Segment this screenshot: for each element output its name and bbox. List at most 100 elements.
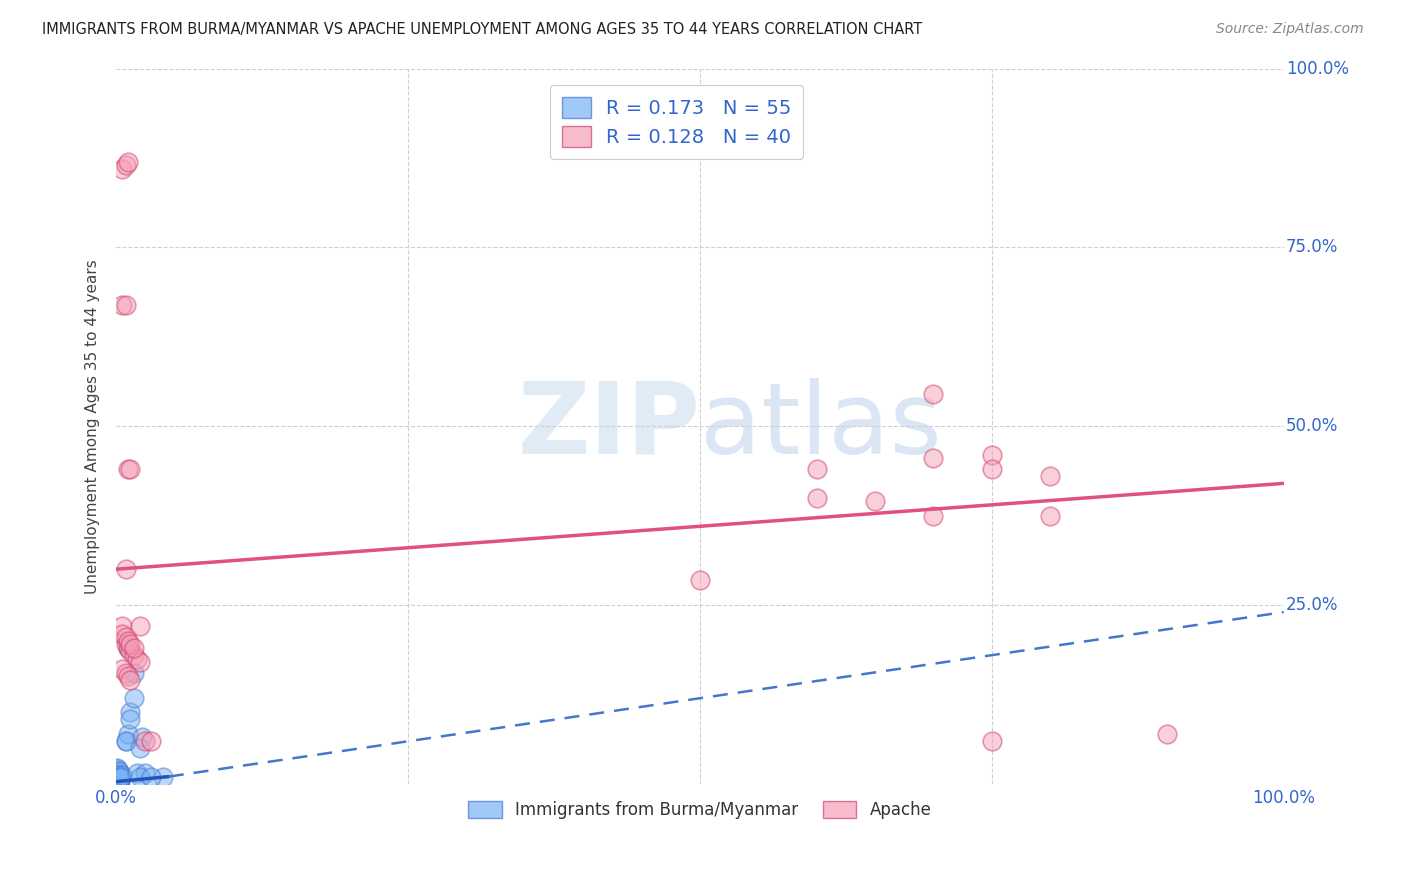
Point [114,734,136,748]
Point [127,651,149,665]
Point [1156,727,1178,741]
Point [117,669,139,683]
Point [922,387,945,401]
Point [131,731,153,745]
Point [117,640,139,655]
Point [127,766,149,780]
Point [806,491,828,505]
Point [107,768,129,782]
Point [117,727,139,741]
Point [806,462,828,476]
Point [108,773,131,788]
Point [110,770,132,784]
Point [107,772,129,786]
Text: IMMIGRANTS FROM BURMA/MYANMAR VS APACHE UNEMPLOYMENT AMONG AGES 35 TO 44 YEARS C: IMMIGRANTS FROM BURMA/MYANMAR VS APACHE … [42,22,922,37]
Point [107,772,129,786]
Point [152,770,174,784]
Point [689,573,711,587]
Point [120,644,142,658]
Point [120,637,142,651]
Point [107,773,129,788]
Point [107,774,129,789]
Point [108,772,131,786]
Point [120,712,142,726]
Point [111,161,134,176]
Point [128,770,150,784]
Point [107,761,129,775]
Point [107,766,129,780]
Point [107,772,129,787]
Point [980,448,1002,462]
Text: atlas: atlas [700,377,942,475]
Point [120,673,142,687]
Point [107,765,129,780]
Y-axis label: Unemployment Among Ages 35 to 44 years: Unemployment Among Ages 35 to 44 years [86,259,100,593]
Point [114,158,136,172]
Point [120,462,142,476]
Point [134,766,156,780]
Point [117,154,139,169]
Point [141,770,163,784]
Point [863,494,886,508]
Point [111,626,134,640]
Point [107,768,129,782]
Point [111,619,134,633]
Point [107,768,129,782]
Point [120,705,142,719]
Point [117,462,139,476]
Point [114,630,136,644]
Point [111,768,134,782]
Text: 75.0%: 75.0% [1286,238,1339,256]
Point [107,771,129,785]
Point [107,772,129,787]
Point [922,451,945,466]
Point [107,773,129,788]
Point [122,690,145,705]
Point [107,770,129,784]
Point [107,771,129,785]
Point [107,764,129,778]
Point [111,297,134,311]
Point [107,770,129,784]
Point [107,773,129,788]
Point [1039,469,1062,483]
Point [114,562,136,576]
Point [128,619,150,633]
Point [117,640,139,655]
Point [114,665,136,680]
Point [107,764,129,778]
Point [980,734,1002,748]
Point [111,662,134,676]
Point [114,297,136,311]
Point [122,648,145,662]
Point [107,770,129,784]
Point [107,773,129,788]
Point [128,655,150,669]
Point [107,773,129,788]
Legend: Immigrants from Burma/Myanmar, Apache: Immigrants from Burma/Myanmar, Apache [461,794,938,825]
Point [107,772,129,787]
Point [1039,508,1062,523]
Point [107,772,129,787]
Point [134,734,156,748]
Point [107,771,129,785]
Point [107,766,129,780]
Point [107,772,129,786]
Point [107,763,129,777]
Point [114,637,136,651]
Point [114,734,136,748]
Point [122,665,145,680]
Text: 100.0%: 100.0% [1286,60,1348,78]
Point [108,771,131,785]
Point [922,508,945,523]
Point [122,640,145,655]
Point [980,462,1002,476]
Point [117,633,139,648]
Text: 25.0%: 25.0% [1286,596,1339,614]
Text: 50.0%: 50.0% [1286,417,1339,435]
Point [128,741,150,756]
Point [107,770,129,784]
Point [107,766,129,780]
Point [110,770,132,784]
Point [108,773,131,788]
